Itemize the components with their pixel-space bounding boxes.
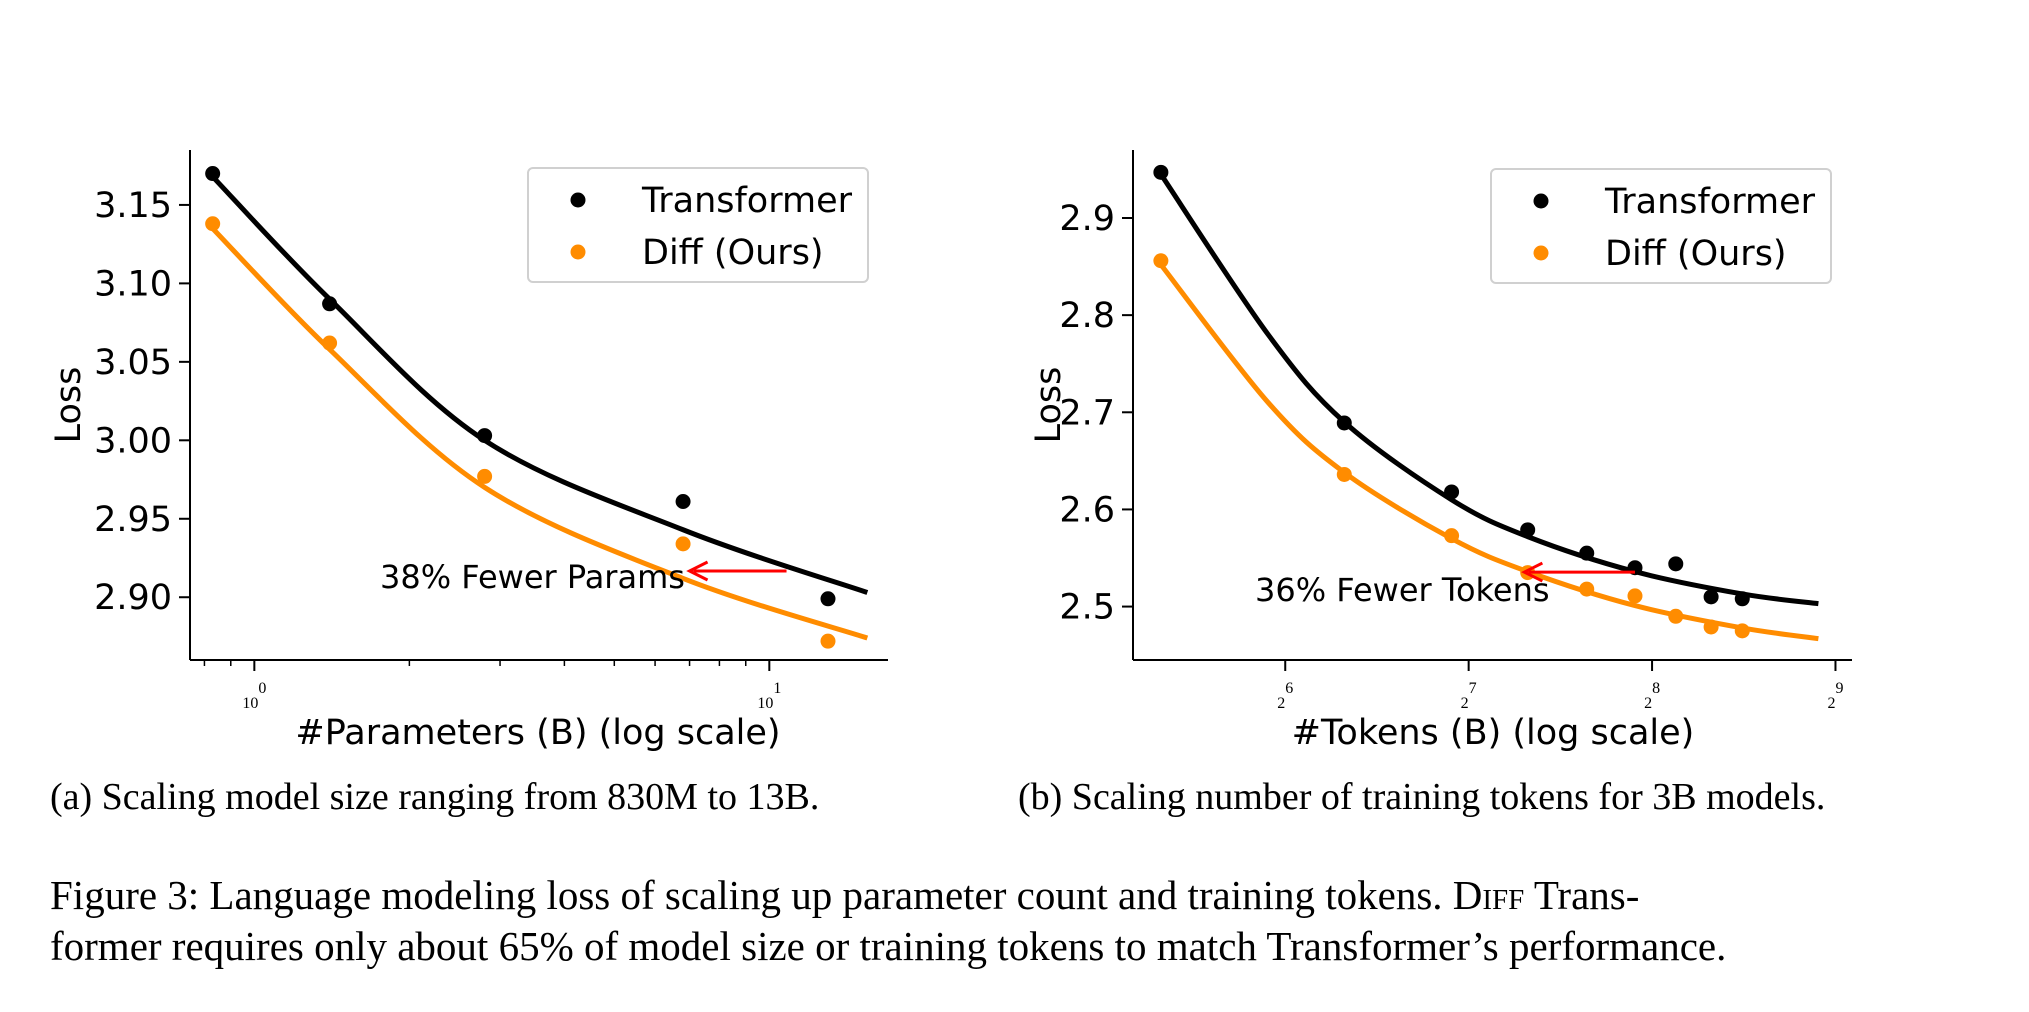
figure-caption-method-name: Diff (1452, 872, 1525, 918)
y-tick-label: 2.6 (1059, 490, 1115, 530)
transformer-fit-line (1158, 172, 1819, 607)
transformer-point (322, 296, 338, 312)
annotation-arrow-head (1521, 561, 1544, 583)
diff-ours-point (1734, 623, 1750, 639)
legend-marker-diff-ours (1533, 245, 1549, 261)
y-tick-label: 3.00 (94, 421, 172, 461)
x-tick-label: 29 (1827, 680, 1843, 712)
diff-ours-point (477, 468, 493, 484)
transformer-point (1668, 556, 1684, 572)
chart-a-model-size: 100 101 2.90 2.95 3.00 3.05 3.10 3.15 #Parameter… (49, 150, 888, 753)
legend-marker-diff-ours (570, 244, 586, 260)
transformer-point (1444, 484, 1460, 500)
legend-label-diff-ours: Diff (Ours) (1605, 234, 1787, 274)
x-tick-label: 101 (757, 680, 781, 712)
transformer-point (1703, 589, 1719, 605)
transformer-point (1579, 545, 1595, 561)
diff-ours-point (1668, 608, 1684, 624)
diff-ours-point (1703, 619, 1719, 635)
y-tick-label: 2.8 (1059, 296, 1115, 336)
transformer-point (675, 494, 691, 510)
figure-caption-line-2: former requires only about 65% of model … (50, 923, 1727, 969)
y-tick-label: 2.7 (1059, 393, 1115, 433)
y-tick-label: 2.9 (1059, 199, 1115, 239)
legend-label-diff-ours: Diff (Ours) (642, 233, 824, 273)
legend-marker-transformer (570, 192, 586, 208)
legend-label-transformer: Transformer (1604, 182, 1816, 222)
diff-ours-point (820, 633, 836, 649)
transformer-point (1153, 164, 1169, 180)
x-tick-label: 26 (1277, 680, 1293, 712)
y-tick-label: 2.5 (1059, 588, 1115, 628)
diff-ours-fit-line (210, 226, 869, 641)
diff-ours-point (675, 536, 691, 552)
transformer-point (1734, 591, 1750, 607)
subcaption-b: (b) Scaling number of training tokens fo… (1018, 776, 1826, 818)
diff-ours-point (1336, 466, 1352, 482)
figure-caption: Figure 3: Language modeling loss of scal… (50, 870, 1990, 972)
x-tick-label: 28 (1644, 680, 1660, 712)
figure-caption-text-end: Trans- (1524, 872, 1640, 918)
annotation-label: 38% Fewer Params (380, 558, 685, 596)
transformer-point (477, 428, 493, 444)
diff-ours-point (1153, 253, 1169, 269)
y-tick-label: 2.90 (94, 578, 172, 618)
diff-ours-point (322, 335, 338, 351)
legend-box (1490, 168, 1832, 284)
x-tick-label: 100 (242, 680, 266, 712)
y-axis-label: Loss (49, 367, 89, 444)
y-axis-label: Loss (1029, 367, 1069, 444)
y-tick-label: 3.15 (94, 186, 172, 226)
annotation-arrow-head (686, 560, 709, 582)
y-tick-label: 3.10 (94, 264, 172, 304)
legend-marker-transformer (1533, 193, 1549, 209)
transformer-point (1336, 415, 1352, 431)
diff-ours-point (1579, 581, 1595, 597)
y-tick-label: 3.05 (94, 343, 172, 383)
x-axis-label: #Parameters (B) (log scale) (295, 713, 780, 753)
figure-caption-text: Figure 3: Language modeling loss of scal… (50, 872, 1453, 918)
legend-label-transformer: Transformer (641, 181, 853, 221)
diff-ours-point (1627, 588, 1643, 604)
chart-b-training-tokens: 26 27 28 29 2.5 2.6 2.7 2.8 2.9 #Tokens (B) (log … (1029, 150, 1852, 753)
x-tick-label: 27 (1461, 680, 1477, 712)
transformer-point (205, 166, 221, 182)
legend-box (527, 167, 869, 283)
diff-ours-point (1444, 528, 1460, 544)
y-tick-label: 2.95 (94, 500, 172, 540)
transformer-point (820, 591, 836, 607)
subcaption-a: (a) Scaling model size ranging from 830M… (50, 776, 820, 818)
x-axis-label: #Tokens (B) (log scale) (1292, 713, 1695, 753)
diff-ours-point (205, 216, 221, 232)
transformer-point (1520, 522, 1536, 538)
figure-caption-line-1: Figure 3: Language modeling loss of scal… (50, 870, 1990, 921)
annotation-label: 36% Fewer Tokens (1255, 571, 1550, 609)
